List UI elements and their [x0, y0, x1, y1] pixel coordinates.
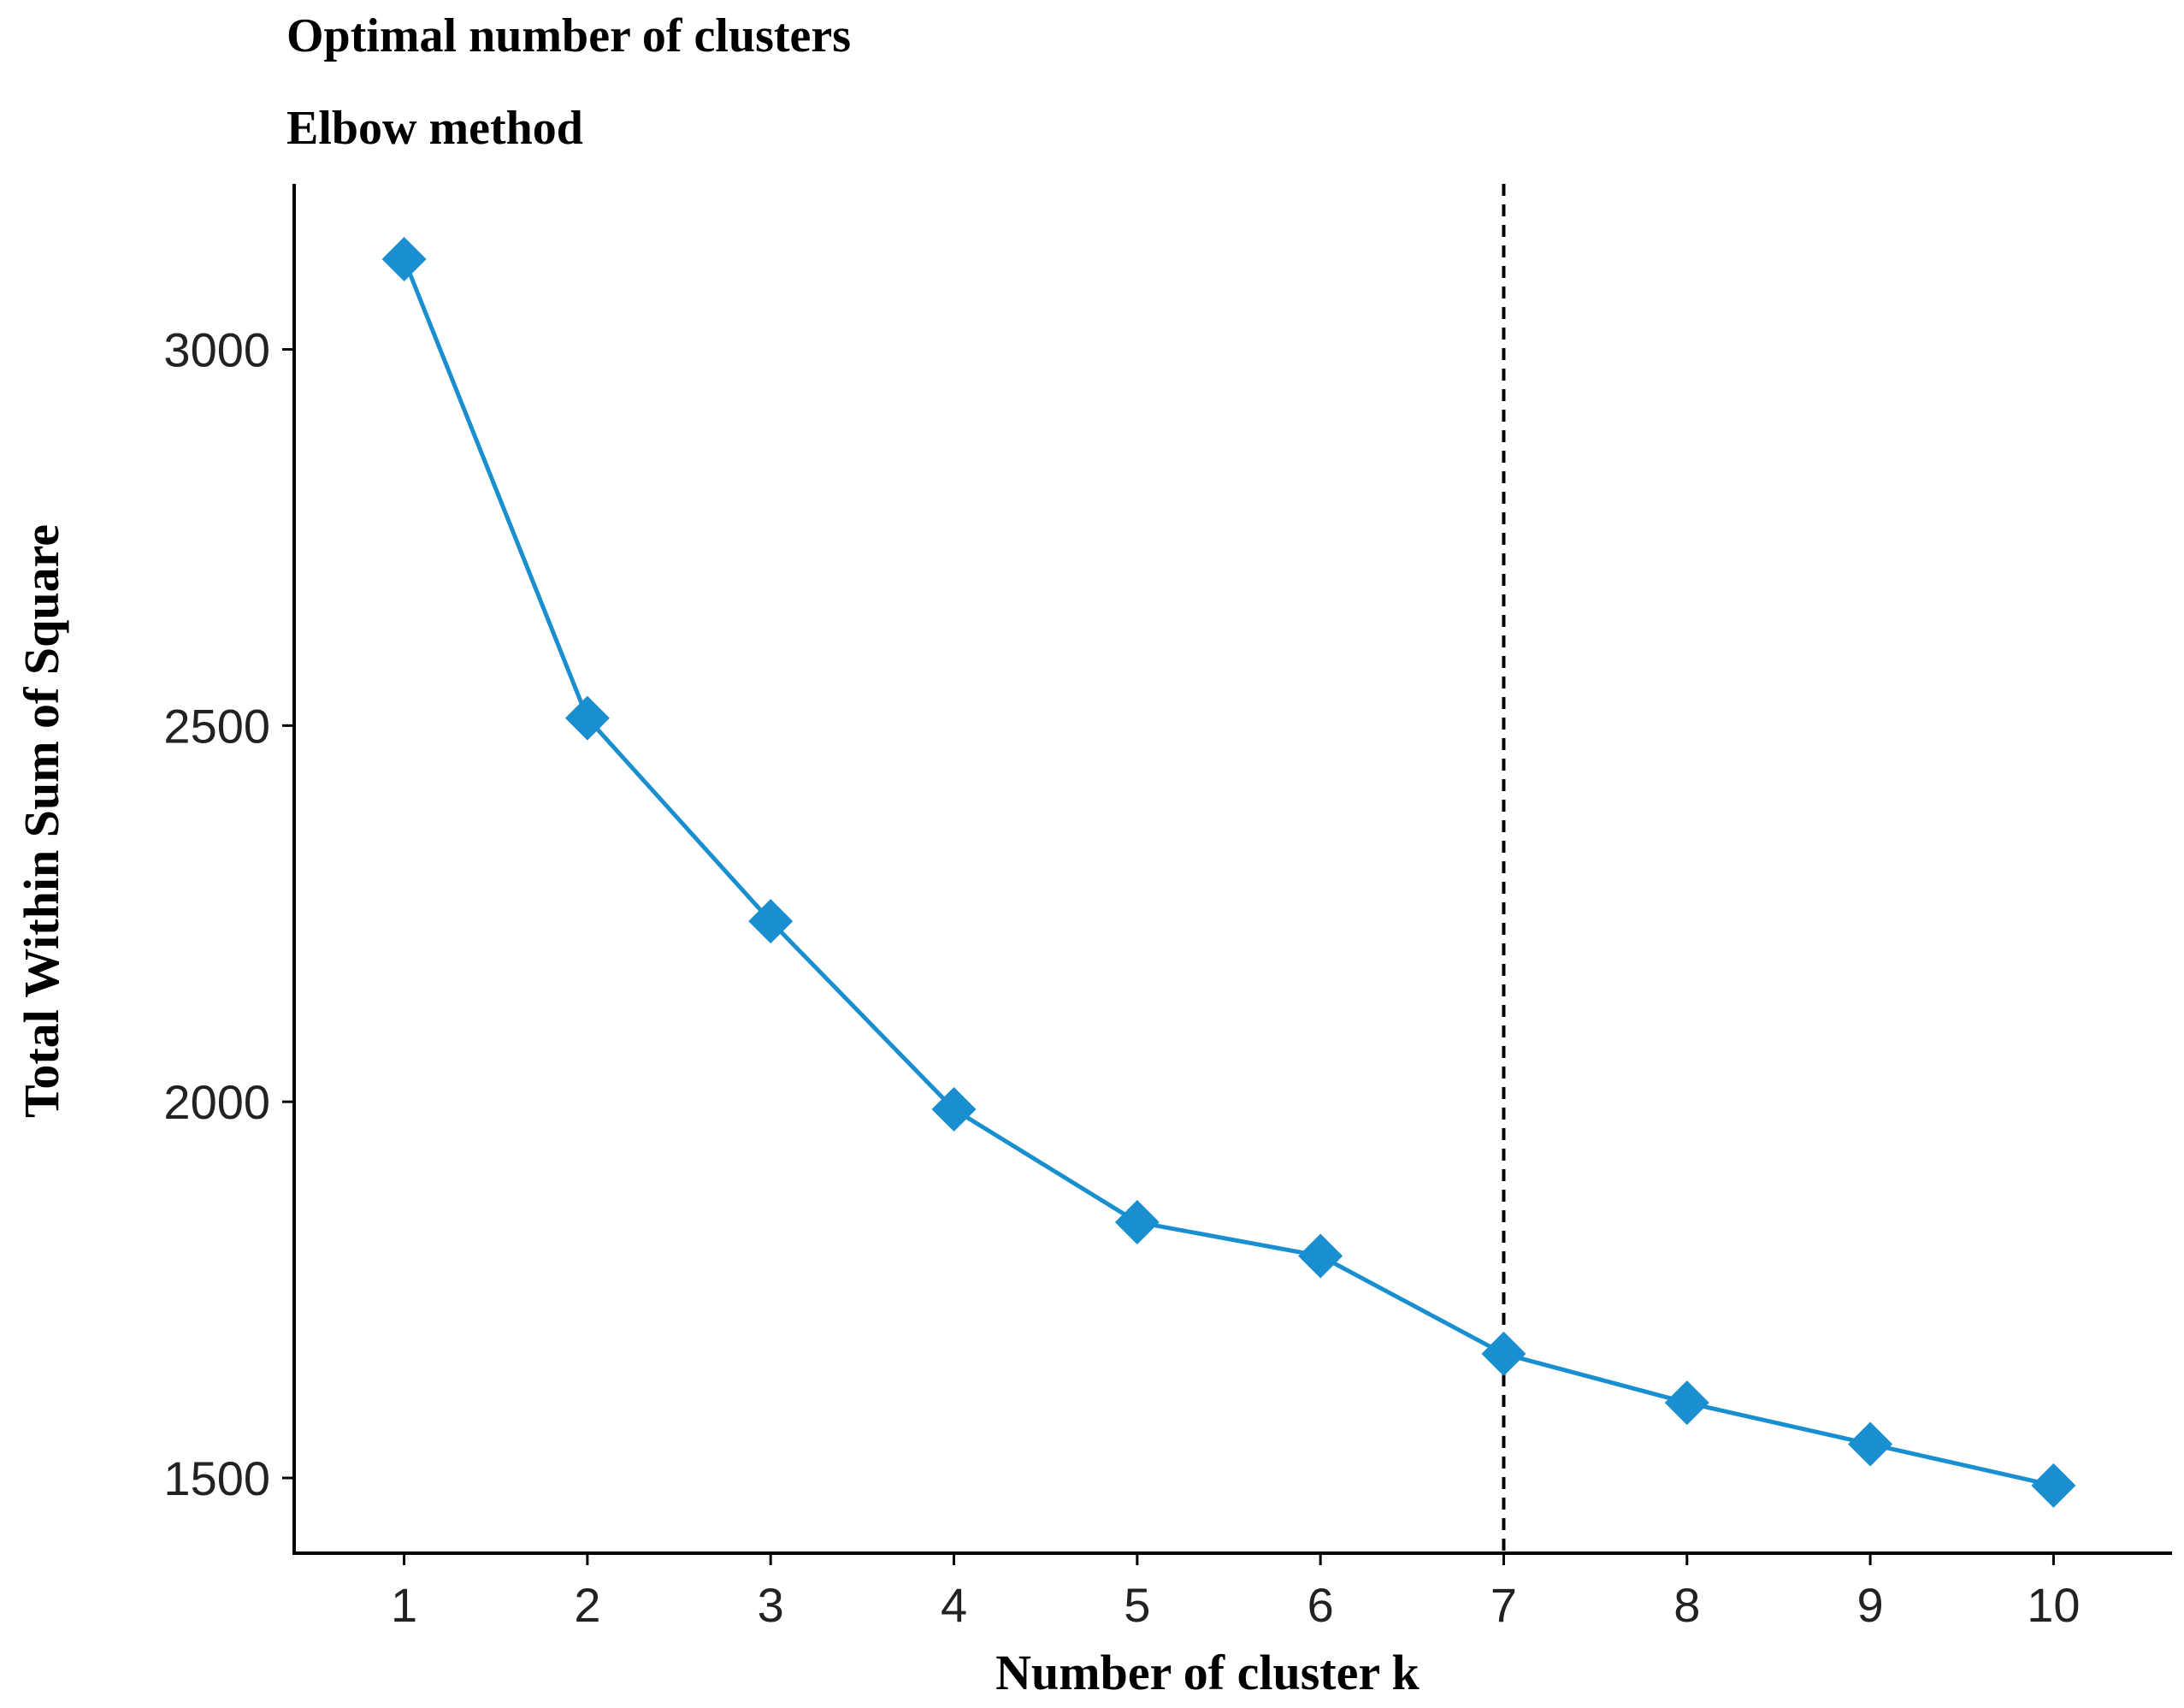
x-tick-label: 8 [1673, 1578, 1700, 1632]
data-point-diamond [1298, 1233, 1343, 1279]
x-tick-label: 7 [1490, 1578, 1517, 1632]
y-tick-label: 1500 [163, 1451, 270, 1505]
series-line [402, 258, 2054, 1488]
data-point-diamond [1848, 1421, 1893, 1467]
y-axis-label: Total Within Sum of Square [14, 524, 69, 1118]
x-tick-label: 6 [1307, 1578, 1334, 1632]
data-point-diamond [1114, 1199, 1160, 1244]
x-tick-label: 4 [941, 1578, 967, 1632]
data-point-diamond [2031, 1463, 2076, 1508]
chart-subtitle: Elbow method [286, 102, 583, 155]
data-point-diamond [931, 1086, 977, 1132]
y-tick-label: 2000 [163, 1075, 270, 1129]
y-tick-label: 2500 [163, 699, 270, 753]
y-tick-label: 3000 [163, 323, 270, 377]
x-tick-label: 2 [574, 1578, 600, 1632]
x-tick-label: 5 [1124, 1578, 1150, 1632]
data-point-diamond [748, 899, 794, 944]
data-point-diamond [381, 236, 427, 281]
x-tick-label: 1 [391, 1578, 417, 1632]
data-point-diamond [1664, 1380, 1709, 1426]
x-tick-label: 9 [1857, 1578, 1884, 1632]
chart-title: Optimal number of clusters [286, 9, 851, 62]
data-point-diamond [1481, 1331, 1526, 1376]
x-ticks: 1 2 3 4 5 6 7 8 9 10 [391, 1553, 2081, 1632]
data-point-diamond [564, 695, 610, 741]
x-tick-label: 3 [758, 1578, 784, 1632]
x-axis-label: Number of cluster k [995, 1645, 1420, 1700]
plot-area [381, 184, 2076, 1553]
y-ticks: 1500 2000 2500 3000 [163, 323, 294, 1505]
x-tick-label: 10 [2027, 1578, 2080, 1632]
